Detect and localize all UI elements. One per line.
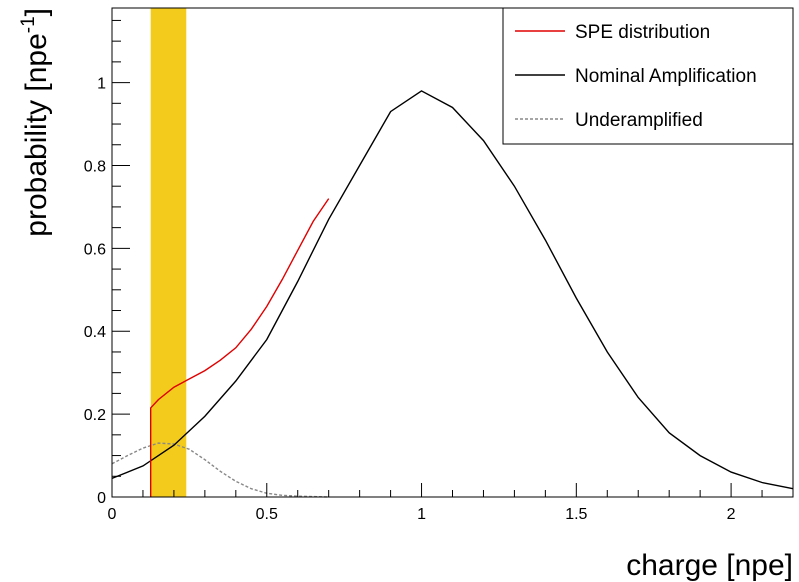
y-tick-label: 0.2	[84, 407, 106, 424]
y-tick-label: 0.6	[84, 241, 106, 258]
y-tick-label: 0	[97, 490, 106, 507]
x-tick-label: 2	[727, 506, 736, 523]
series-line-underamplified	[111, 442, 329, 498]
x-axis-title: charge [npe]	[626, 549, 793, 582]
x-tick-label: 0.5	[256, 506, 278, 523]
legend-label: Underamplified	[575, 110, 703, 131]
x-tick-label: 1	[417, 506, 426, 523]
x-tick-label: 0	[108, 506, 117, 523]
legend-label: Nominal Amplification	[575, 66, 757, 87]
legend: SPE distribution Nominal Amplification Und…	[502, 7, 794, 145]
y-axis-title-main: probability [npe	[20, 33, 53, 236]
y-tick-label: 0.8	[84, 158, 106, 175]
series-line-nominal-amplification	[111, 90, 794, 490]
y-tick-label: 0.4	[84, 324, 106, 341]
series-line-spe-distribution	[149, 198, 330, 497]
y-axis-title-suffix: ]	[20, 8, 53, 16]
y-axis-title: probability [npe-1]	[18, 8, 53, 237]
y-axis-title-superscript: -1	[18, 16, 39, 33]
y-tick-label: 1	[97, 76, 106, 93]
legend-label: SPE distribution	[575, 22, 710, 43]
highlight-band-layer	[150, 8, 187, 497]
series-layer	[111, 90, 794, 498]
x-tick-label: 1.5	[565, 506, 587, 523]
highlight-band	[150, 8, 187, 497]
axes-layer: 0 0.5 1 1.5 2 0 0.2 0.4 0.6 0.8 1	[84, 7, 794, 523]
